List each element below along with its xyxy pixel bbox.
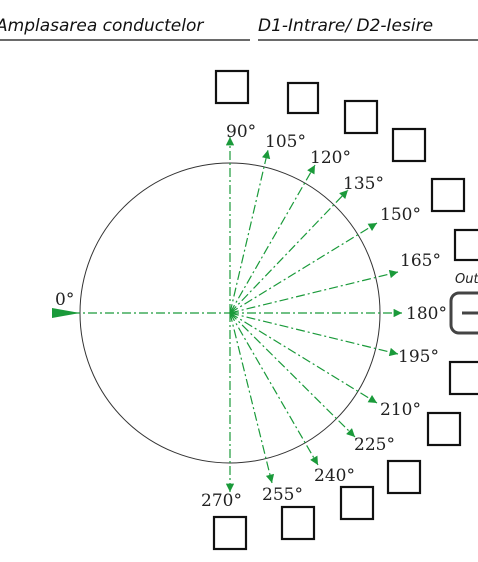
- checkbox-255[interactable]: [280, 505, 316, 541]
- checkbox-165[interactable]: [453, 228, 478, 262]
- checkbox-270[interactable]: [212, 515, 248, 551]
- title-inlet-outlet: D1-Intrare/ D2-Iesire: [258, 16, 434, 36]
- checkbox-90[interactable]: [214, 69, 250, 105]
- ray-150: [229, 222, 378, 314]
- title-pipe-layout: Amplasarea conductelor: [0, 16, 204, 36]
- ray-165: [229, 269, 399, 314]
- checkbox-135[interactable]: [391, 127, 427, 163]
- outlet-checkbox[interactable]: [449, 291, 478, 335]
- label-165: 165°: [400, 251, 441, 271]
- ray-225: [229, 312, 356, 438]
- checkbox-240[interactable]: [339, 485, 375, 521]
- label-150: 150°: [380, 205, 421, 225]
- label-225: 225°: [354, 435, 395, 455]
- ray-240: [229, 312, 319, 466]
- outlet-label: Outlet: [455, 272, 478, 287]
- ray-135: [229, 189, 349, 314]
- checkbox-210[interactable]: [426, 411, 462, 447]
- label-135: 135°: [343, 174, 384, 194]
- ray-105: [229, 149, 271, 314]
- label-240: 240°: [314, 466, 355, 486]
- checkbox-105[interactable]: [286, 81, 320, 115]
- label-195: 195°: [398, 347, 439, 367]
- checkbox-195[interactable]: [448, 360, 478, 396]
- label-255: 255°: [262, 485, 303, 505]
- angle-rays: [225, 137, 402, 492]
- ray-120: [229, 164, 316, 314]
- ray-255: [229, 312, 275, 484]
- label-180: 180°: [406, 304, 447, 324]
- checkbox-120[interactable]: [343, 99, 379, 135]
- label-105: 105°: [265, 132, 306, 152]
- label-210: 210°: [380, 400, 421, 420]
- angle-labels: 90° 105° 120° 135° 150° 165° 180° 195° 2…: [201, 122, 447, 511]
- label-270: 270°: [201, 491, 242, 511]
- title-underline: [0, 39, 478, 41]
- label-90: 90°: [226, 122, 256, 142]
- label-120: 120°: [310, 148, 351, 168]
- inlet-arrow-icon: [52, 308, 80, 318]
- ray-210: [229, 312, 378, 404]
- checkbox-225[interactable]: [386, 459, 422, 495]
- ray-195: [229, 312, 399, 357]
- checkbox-150[interactable]: [430, 177, 466, 213]
- diagram-title: Amplasarea conductelor D1-Intrare/ D2-Ie…: [0, 12, 478, 44]
- label-0: 0°: [55, 290, 74, 310]
